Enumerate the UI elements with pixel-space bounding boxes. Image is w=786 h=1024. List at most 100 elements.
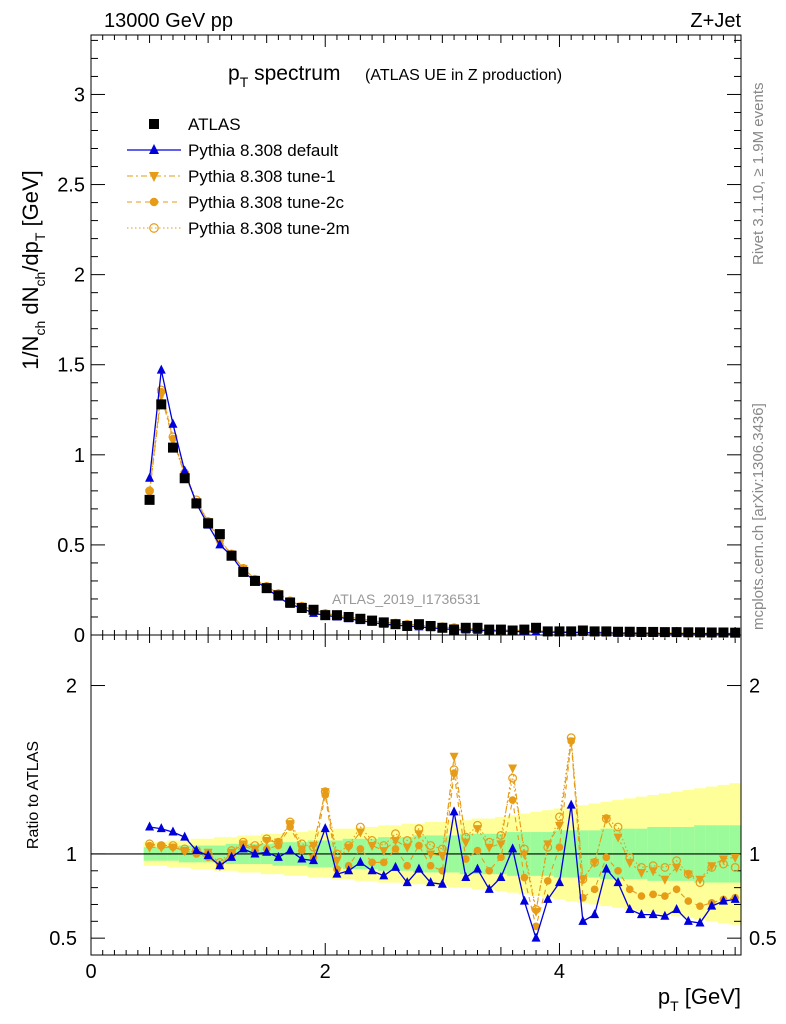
data-point [718, 855, 728, 865]
data-point [696, 902, 704, 910]
data-point [402, 620, 413, 631]
data-point [660, 862, 670, 872]
data-point [145, 472, 155, 482]
data-point [402, 877, 412, 887]
data-point [555, 812, 564, 822]
data-point [578, 875, 588, 885]
data-point [519, 850, 529, 860]
data-point [355, 856, 365, 866]
legend-marker [149, 223, 159, 233]
data-point [308, 604, 319, 615]
mcplots-label: mcplots.cern.ch [arXiv:1306.3436] [750, 403, 767, 630]
data-point [379, 870, 389, 880]
data-point [332, 857, 342, 867]
data-point [367, 842, 377, 852]
data-point [355, 828, 365, 838]
data-point [250, 848, 260, 858]
data-point [484, 883, 494, 893]
ylabel-a-sub: ch [32, 321, 48, 336]
data-point [613, 833, 623, 843]
data-point [718, 895, 728, 905]
data-point [391, 836, 401, 846]
legend-marker [149, 144, 159, 154]
data-point [637, 892, 646, 900]
legend-label: Pythia 8.308 tune-2c [188, 193, 344, 212]
main-ytick-label: 2 [74, 265, 85, 287]
data-point [730, 627, 741, 638]
legend-label: Pythia 8.308 tune-1 [188, 167, 335, 186]
data-point [379, 847, 389, 857]
data-point [519, 624, 530, 635]
data-point [507, 625, 518, 636]
ratio-ytick-label-left: 0.5 [49, 928, 77, 950]
data-point [532, 922, 540, 931]
main-ytick-label: 2.5 [57, 175, 85, 197]
data-point [367, 615, 378, 626]
data-point [297, 853, 307, 863]
data-point [309, 842, 319, 852]
data-point [156, 823, 166, 833]
header-right: Z+Jet [690, 10, 741, 32]
data-point [707, 900, 717, 910]
data-point [367, 865, 377, 875]
data-point [297, 845, 307, 855]
data-point [368, 858, 376, 867]
title-p: p [228, 62, 240, 85]
series-pythia-8-308-tune-1 [145, 737, 740, 917]
header-left: 13000 GeV pp [104, 10, 233, 32]
data-point [508, 764, 518, 774]
data-point [414, 830, 424, 840]
data-point [577, 625, 588, 636]
data-point [589, 626, 600, 637]
data-point [168, 418, 178, 428]
data-point [343, 611, 354, 622]
ylabel-a: 1/N [18, 336, 43, 370]
ylabel-d: [GeV] [18, 170, 43, 232]
data-point [320, 823, 330, 833]
main-ytick-label: 0 [74, 625, 85, 647]
data-point [695, 875, 705, 885]
data-point [636, 626, 647, 637]
main-ytick-label: 1.5 [57, 355, 85, 377]
data-point [625, 885, 634, 894]
legend: ATLAS Pythia 8.308 default Pythia 8.308 tu… [127, 115, 350, 238]
data-point [542, 626, 553, 637]
data-point [238, 566, 249, 577]
data-point [707, 862, 717, 872]
legend-marker [149, 119, 159, 129]
data-point [203, 850, 213, 860]
data-point [261, 583, 272, 594]
xtick-label: 4 [554, 961, 565, 983]
data-point [437, 622, 448, 633]
data-point [238, 843, 248, 853]
xtick-label: 2 [320, 961, 331, 983]
plot-title: pT spectrum [228, 62, 340, 90]
data-point [426, 841, 436, 850]
data-point [145, 843, 155, 853]
data-point [426, 850, 436, 860]
data-point [648, 867, 658, 877]
data-point [285, 820, 295, 830]
title-sub: T [240, 74, 249, 90]
data-point [215, 539, 225, 549]
data-point [226, 550, 237, 561]
main-ylabel: 1/Nch dNch/dpT [GeV] [18, 170, 48, 370]
data-point [262, 836, 272, 846]
data-point [554, 626, 565, 637]
data-point [496, 872, 506, 882]
data-point [730, 893, 740, 903]
legend-label: Pythia 8.308 tune-2m [188, 219, 350, 238]
data-point [180, 847, 190, 857]
data-point [461, 838, 471, 848]
data-point [472, 863, 482, 873]
ratio-series-group [145, 733, 740, 942]
data-point [391, 861, 401, 871]
data-point [449, 752, 459, 762]
data-point [484, 624, 495, 635]
data-point [695, 627, 706, 638]
ratio-panel-frame [90, 634, 742, 956]
data-point [566, 626, 577, 637]
data-point [215, 860, 225, 870]
data-point [344, 843, 354, 853]
data-point [497, 853, 505, 862]
